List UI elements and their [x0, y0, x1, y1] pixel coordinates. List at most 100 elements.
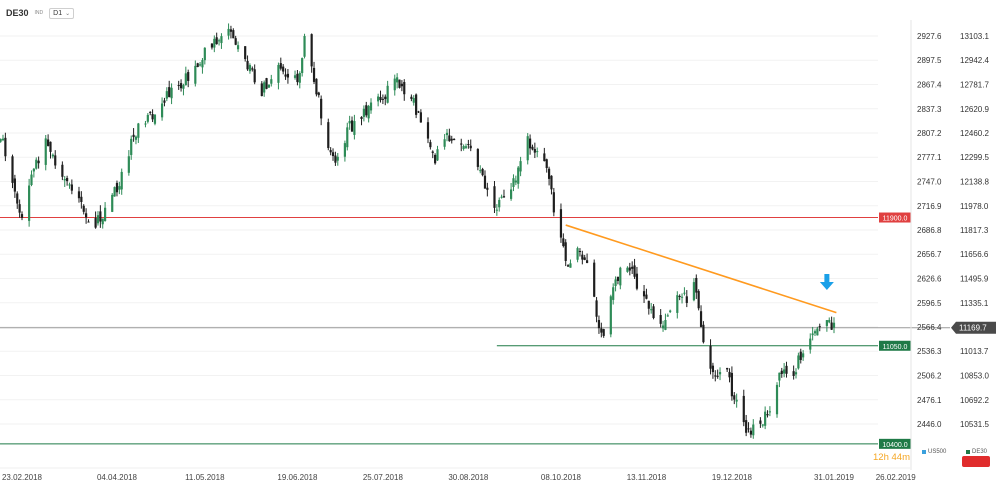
symbol-name[interactable]: DE30 [6, 8, 29, 18]
candle-body [702, 324, 705, 343]
chart-grid [0, 35, 878, 425]
level-label-bg-0 [879, 212, 911, 223]
candle-body [99, 211, 102, 222]
candle-body [752, 424, 755, 436]
y-tick-left-11: 2596.5 [917, 299, 942, 308]
y-tick-left-6: 2747.0 [917, 177, 942, 186]
y-tick-left-16: 2446.0 [917, 420, 942, 429]
candle [101, 218, 104, 229]
candle [626, 266, 629, 273]
candle [533, 142, 536, 159]
candle-body [68, 184, 71, 186]
candle [766, 410, 769, 418]
candle [312, 61, 316, 85]
candle [61, 161, 64, 181]
candle-body [412, 98, 415, 103]
candle-body [286, 73, 290, 78]
y-tick-left-9: 2656.7 [917, 250, 942, 259]
candle [170, 83, 173, 105]
candle [279, 57, 282, 71]
candle-body [18, 204, 21, 213]
candle [369, 98, 373, 114]
candle [714, 370, 717, 382]
candle-body [393, 78, 396, 91]
candle-body [479, 170, 482, 172]
horizontal-levels: 11900.0 11050.0 10400.0 [0, 212, 950, 449]
candle [179, 79, 183, 92]
candle-body [160, 103, 164, 118]
candle [194, 60, 197, 87]
y-tick-right-9: 11656.6 [960, 250, 989, 259]
candle [298, 71, 301, 89]
candle-body [462, 146, 465, 149]
candle-body [146, 114, 149, 122]
candle-body [350, 120, 354, 132]
legend-item-us500[interactable]: US500 [922, 449, 946, 455]
candle-body [733, 395, 736, 400]
candle-countdown: 12h 44m [873, 452, 910, 463]
candle [431, 150, 434, 159]
candle-body [595, 300, 598, 317]
candle-body [398, 79, 401, 88]
candle [381, 94, 384, 105]
candle-body [809, 338, 812, 350]
candle-body [417, 111, 420, 113]
candle-body [749, 430, 753, 435]
candle [248, 63, 252, 74]
candle [203, 47, 206, 65]
candle-body [517, 167, 520, 184]
candle [400, 80, 403, 92]
candle-body [481, 169, 484, 176]
candle-body [585, 260, 589, 263]
candle-body [310, 34, 313, 67]
candle-body [82, 205, 85, 212]
candle [415, 93, 418, 119]
timeframe-selector[interactable]: D1 ⌄ [49, 7, 75, 19]
candle-body [184, 73, 187, 86]
candle [396, 73, 399, 89]
candle-body [600, 328, 603, 333]
candle [0, 138, 2, 143]
candle [659, 309, 662, 328]
candle-body [685, 296, 688, 303]
candle [685, 290, 688, 308]
candle-body [564, 242, 567, 261]
candle [661, 320, 665, 332]
candle [137, 122, 140, 143]
candle [80, 191, 83, 209]
sell-button[interactable] [962, 456, 990, 467]
candle-body [77, 191, 81, 199]
candle [628, 262, 631, 276]
x-tick-3: 19.06.2018 [277, 473, 318, 482]
y-tick-left-8: 2686.8 [917, 226, 942, 235]
candle-body [419, 112, 422, 123]
candle-body [87, 221, 90, 223]
candle [448, 128, 451, 142]
candle-body [528, 138, 532, 149]
candle [426, 117, 430, 144]
candle-body [695, 277, 698, 293]
candle-body [664, 319, 667, 330]
candle-body [220, 36, 223, 44]
candle [652, 304, 655, 320]
candle [303, 33, 306, 59]
legend-item-de30[interactable]: DE30 [966, 449, 987, 455]
candle [813, 329, 817, 337]
candle-body [761, 424, 764, 426]
candle [635, 266, 639, 291]
candle-body [714, 375, 717, 377]
candle [832, 317, 836, 334]
candle [367, 104, 370, 123]
candle-body [552, 192, 555, 213]
candle [429, 139, 432, 150]
candle-body [666, 315, 669, 317]
candle-body [248, 65, 252, 72]
candle-body [469, 145, 472, 149]
candle-body [493, 186, 496, 208]
candle-body [177, 85, 180, 87]
candle [54, 150, 57, 169]
candle [353, 114, 356, 140]
candle [531, 144, 534, 151]
candle [153, 114, 157, 126]
